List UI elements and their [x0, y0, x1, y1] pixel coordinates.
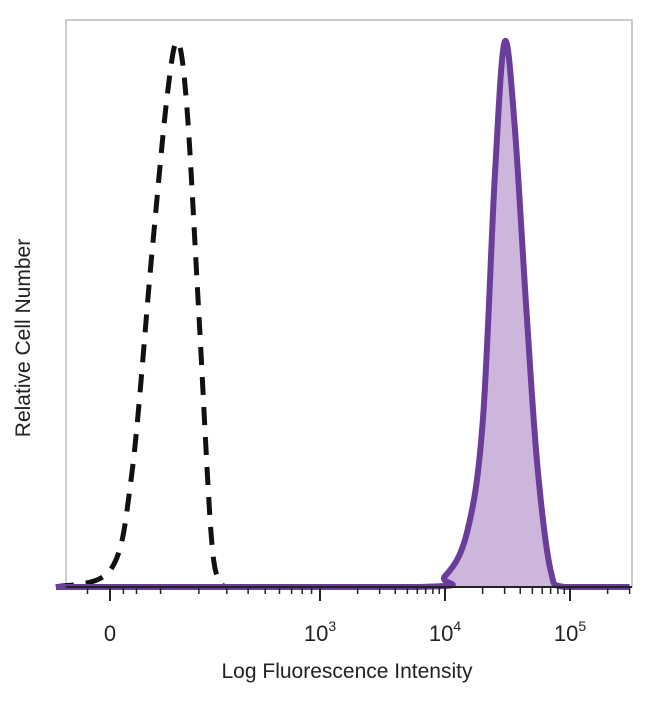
series-1-area [56, 40, 630, 587]
y-axis-title: Relative Cell Number [12, 239, 35, 437]
plot-frame [65, 19, 633, 588]
x-axis-minor-ticks [86, 587, 631, 594]
series-0-line [55, 39, 229, 590]
x-tick-label: 0 [104, 621, 116, 646]
x-tick-labels: 0 103 104 105 [104, 618, 586, 646]
series-1-line [56, 37, 630, 591]
x-axis-title: Log Fluorescence Intensity [222, 660, 473, 683]
x-tick-label: 103 [304, 618, 336, 646]
x-tick-label: 105 [554, 618, 586, 646]
x-tick-label: 104 [429, 618, 461, 646]
series-layer [55, 37, 630, 591]
